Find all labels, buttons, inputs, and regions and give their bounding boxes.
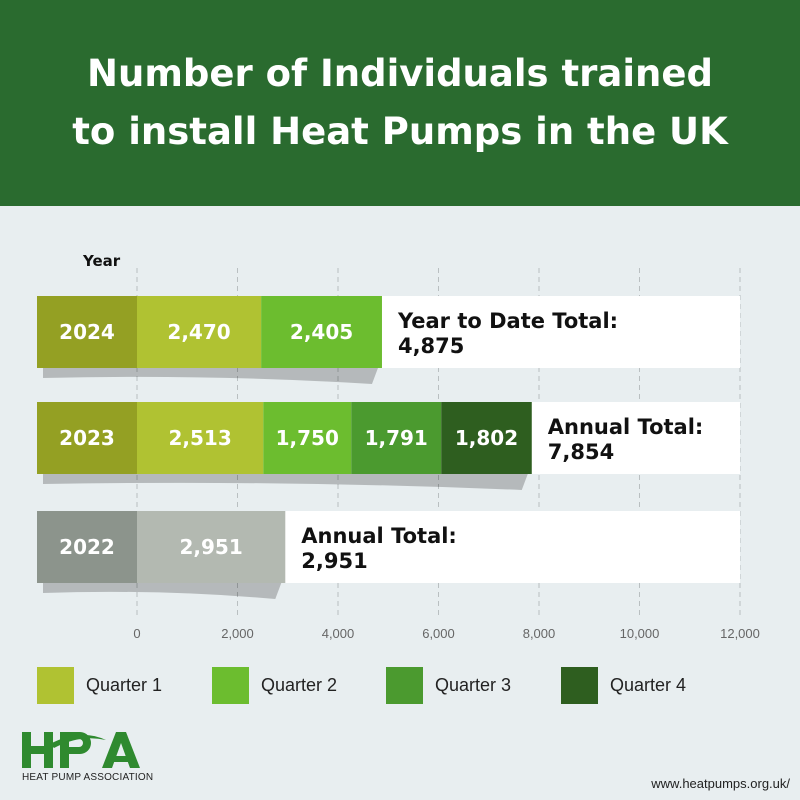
- legend-label-quarter-3: Quarter 3: [435, 674, 512, 695]
- legend-swatch-quarter-2: [212, 666, 249, 704]
- chart-title-line-1: Number of Individuals trained: [87, 52, 713, 95]
- total-value: 2,951: [301, 549, 367, 573]
- stacked-bar-chart: 0 2,000 4,000 6,000 8,000 10,000 12,000 Year 202…: [37, 252, 760, 641]
- total-label: Annual Total:: [301, 524, 457, 548]
- year-label: 2023: [59, 426, 115, 450]
- bar-segment: [137, 402, 264, 474]
- legend-swatch-quarter-3: [386, 666, 423, 704]
- legend-item-quarter-4: Quarter 4: [561, 665, 686, 705]
- legend-label-quarter-1: Quarter 1: [86, 674, 163, 695]
- bar-shadow: [43, 368, 378, 384]
- bar-segment: [351, 402, 442, 474]
- legend-swatch-quarter-1: [37, 666, 74, 704]
- bar-value-label: 2,513: [169, 426, 232, 450]
- legend-item-quarter-3: Quarter 3: [386, 665, 511, 705]
- year-cell: [37, 511, 137, 583]
- x-tick-label: 2,000: [221, 626, 254, 641]
- legend: Quarter 1 Quarter 2 Quarter 3 Quarter 4: [0, 665, 800, 705]
- bar-segment: [261, 296, 382, 368]
- year-label: 2024: [59, 320, 115, 344]
- y-axis-label: Year: [82, 252, 121, 270]
- x-tick-label: 6,000: [422, 626, 455, 641]
- bar-segment: [137, 511, 286, 583]
- total-value: 7,854: [548, 440, 614, 464]
- legend-item-quarter-1: Quarter 1: [37, 665, 162, 705]
- year-cell: [37, 296, 137, 368]
- bar-value-label: 2,951: [180, 535, 243, 559]
- legend-swatch-quarter-4: [561, 666, 598, 704]
- x-tick-label: 10,000: [620, 626, 660, 641]
- bar-value-label: 2,405: [290, 320, 353, 344]
- x-tick-label: 0: [133, 626, 140, 641]
- x-tick-label: 8,000: [523, 626, 556, 641]
- header-banner: Number of Individuals trained to install…: [0, 0, 800, 206]
- bar-value-label: 1,791: [365, 426, 428, 450]
- website-url: www.heatpumps.org.uk/: [651, 776, 790, 791]
- logo-association-name: HEAT PUMP ASSOCIATION: [22, 772, 154, 783]
- bar-segment: [137, 296, 262, 368]
- bar-value-label: 1,750: [276, 426, 339, 450]
- year-cell: [37, 402, 137, 474]
- legend-item-quarter-2: Quarter 2: [212, 665, 337, 705]
- total-value: 4,875: [398, 334, 464, 358]
- x-tick-label: 12,000: [720, 626, 760, 641]
- x-tick-label: 4,000: [322, 626, 355, 641]
- total-label: Annual Total:: [548, 415, 704, 439]
- hpa-logo: [22, 732, 140, 768]
- chart-title-line-2: to install Heat Pumps in the UK: [72, 110, 728, 153]
- year-label: 2022: [59, 535, 115, 559]
- total-label: Year to Date Total:: [397, 309, 618, 333]
- bar-segment: [441, 402, 532, 474]
- bar-shadow: [43, 583, 282, 599]
- bar-shadow: [43, 474, 528, 490]
- bar-segment: [263, 402, 352, 474]
- legend-label-quarter-4: Quarter 4: [610, 674, 687, 695]
- bar-value-label: 1,802: [455, 426, 518, 450]
- legend-label-quarter-2: Quarter 2: [261, 674, 338, 695]
- bar-value-label: 2,470: [167, 320, 230, 344]
